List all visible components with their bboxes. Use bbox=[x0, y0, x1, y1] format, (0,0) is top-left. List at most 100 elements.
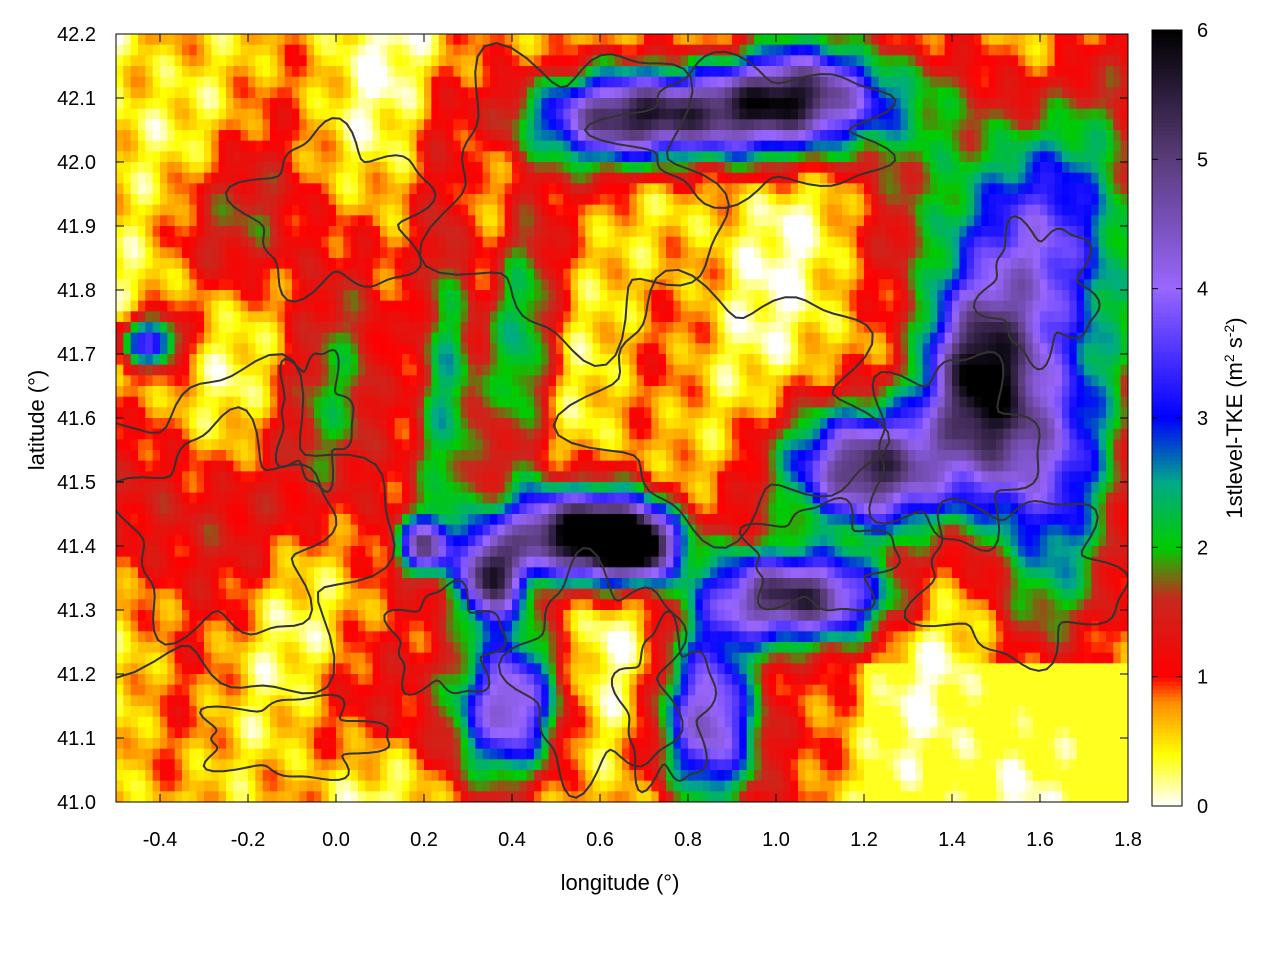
heat-cell bbox=[350, 204, 359, 216]
heat-cell bbox=[424, 396, 432, 408]
heat-cell bbox=[834, 247, 843, 259]
heat-cell bbox=[871, 386, 880, 398]
heat-cell bbox=[878, 194, 887, 206]
heat-cell bbox=[438, 98, 447, 110]
heat-cell bbox=[937, 290, 946, 302]
heat-cell bbox=[966, 258, 975, 270]
heat-cell bbox=[446, 151, 454, 163]
heat-cell bbox=[431, 66, 440, 78]
heat-cell bbox=[321, 108, 330, 120]
heat-cell bbox=[1062, 300, 1070, 312]
heat-cell bbox=[666, 194, 674, 206]
heat-cell bbox=[908, 343, 916, 355]
heat-cell bbox=[886, 66, 894, 78]
heat-cell bbox=[622, 194, 630, 206]
heat-cell bbox=[1084, 215, 1092, 227]
heat-cell bbox=[504, 311, 513, 323]
heat-cell bbox=[167, 215, 176, 227]
heat-cell bbox=[182, 130, 190, 142]
heat-cell bbox=[1054, 226, 1063, 238]
heat-cell bbox=[453, 204, 462, 216]
heat-cell bbox=[893, 258, 902, 270]
heat-cell bbox=[952, 183, 960, 195]
heat-cell bbox=[292, 194, 300, 206]
heat-cell bbox=[277, 194, 286, 206]
heat-cell bbox=[130, 311, 139, 323]
heat-cell bbox=[666, 247, 674, 259]
heat-cell bbox=[776, 108, 784, 120]
heat-cell bbox=[284, 311, 293, 323]
heat-cell bbox=[299, 66, 308, 78]
heat-cell bbox=[475, 396, 484, 408]
heat-cell bbox=[468, 76, 476, 88]
heat-cell bbox=[299, 172, 308, 184]
heat-cell bbox=[717, 130, 726, 142]
heat-cell bbox=[534, 162, 542, 174]
heat-cell bbox=[306, 108, 315, 120]
heat-cell bbox=[798, 66, 806, 78]
heat-cell bbox=[321, 258, 330, 270]
heat-cell bbox=[974, 76, 982, 88]
heat-cell bbox=[768, 386, 777, 398]
heat-cell bbox=[277, 44, 286, 56]
heat-cell bbox=[790, 98, 799, 110]
heat-cell bbox=[453, 311, 462, 323]
heat-cell bbox=[321, 66, 330, 78]
heat-cell bbox=[900, 44, 909, 56]
heat-cell bbox=[820, 311, 828, 323]
heat-cell bbox=[666, 215, 674, 227]
heat-cell bbox=[930, 183, 938, 195]
heat-cell bbox=[856, 396, 865, 408]
heat-cell bbox=[1018, 172, 1026, 184]
heat-cell bbox=[842, 407, 850, 419]
heat-cell bbox=[842, 354, 850, 366]
heat-cell bbox=[1120, 236, 1128, 248]
heat-cell bbox=[475, 332, 484, 344]
heat-cell bbox=[248, 204, 256, 216]
heat-cell bbox=[886, 130, 894, 142]
heat-cell bbox=[1084, 119, 1092, 131]
heat-cell bbox=[871, 151, 880, 163]
heat-cell bbox=[350, 354, 359, 366]
heat-cell bbox=[160, 386, 168, 398]
heat-cell bbox=[937, 76, 946, 88]
heat-cell bbox=[482, 332, 491, 344]
heat-cell bbox=[805, 66, 814, 78]
heat-cell bbox=[556, 354, 564, 366]
heat-cell bbox=[805, 183, 814, 195]
heat-cell bbox=[387, 183, 396, 195]
heat-cell bbox=[783, 236, 792, 248]
heat-cell bbox=[717, 76, 726, 88]
heat-cell bbox=[548, 386, 557, 398]
heat-cell bbox=[776, 119, 784, 131]
heat-cell bbox=[204, 247, 212, 259]
heat-cell bbox=[189, 108, 198, 120]
heat-cell bbox=[607, 375, 616, 387]
heat-cell bbox=[1054, 44, 1063, 56]
heat-cell bbox=[644, 322, 652, 334]
heat-cell bbox=[746, 194, 755, 206]
heat-cell bbox=[702, 343, 711, 355]
heat-cell bbox=[739, 44, 748, 56]
heat-cell bbox=[512, 236, 520, 248]
heat-cell bbox=[226, 343, 234, 355]
heat-cell bbox=[812, 343, 821, 355]
heat-cell bbox=[937, 44, 946, 56]
heat-cell bbox=[306, 354, 315, 366]
heat-cell bbox=[974, 236, 982, 248]
heat-cell bbox=[534, 98, 542, 110]
heat-cell bbox=[116, 407, 124, 419]
heat-cell bbox=[174, 34, 183, 46]
heat-cell bbox=[915, 364, 924, 376]
heat-cell bbox=[820, 375, 828, 387]
heat-cell bbox=[805, 354, 814, 366]
heat-cell bbox=[827, 66, 836, 78]
heat-cell bbox=[974, 162, 982, 174]
heat-cell bbox=[1091, 76, 1100, 88]
heat-cell bbox=[512, 354, 520, 366]
heat-cell bbox=[416, 172, 425, 184]
heat-cell bbox=[974, 226, 982, 238]
heat-cell bbox=[123, 130, 132, 142]
heat-cell bbox=[365, 236, 374, 248]
heat-cell bbox=[460, 279, 469, 291]
